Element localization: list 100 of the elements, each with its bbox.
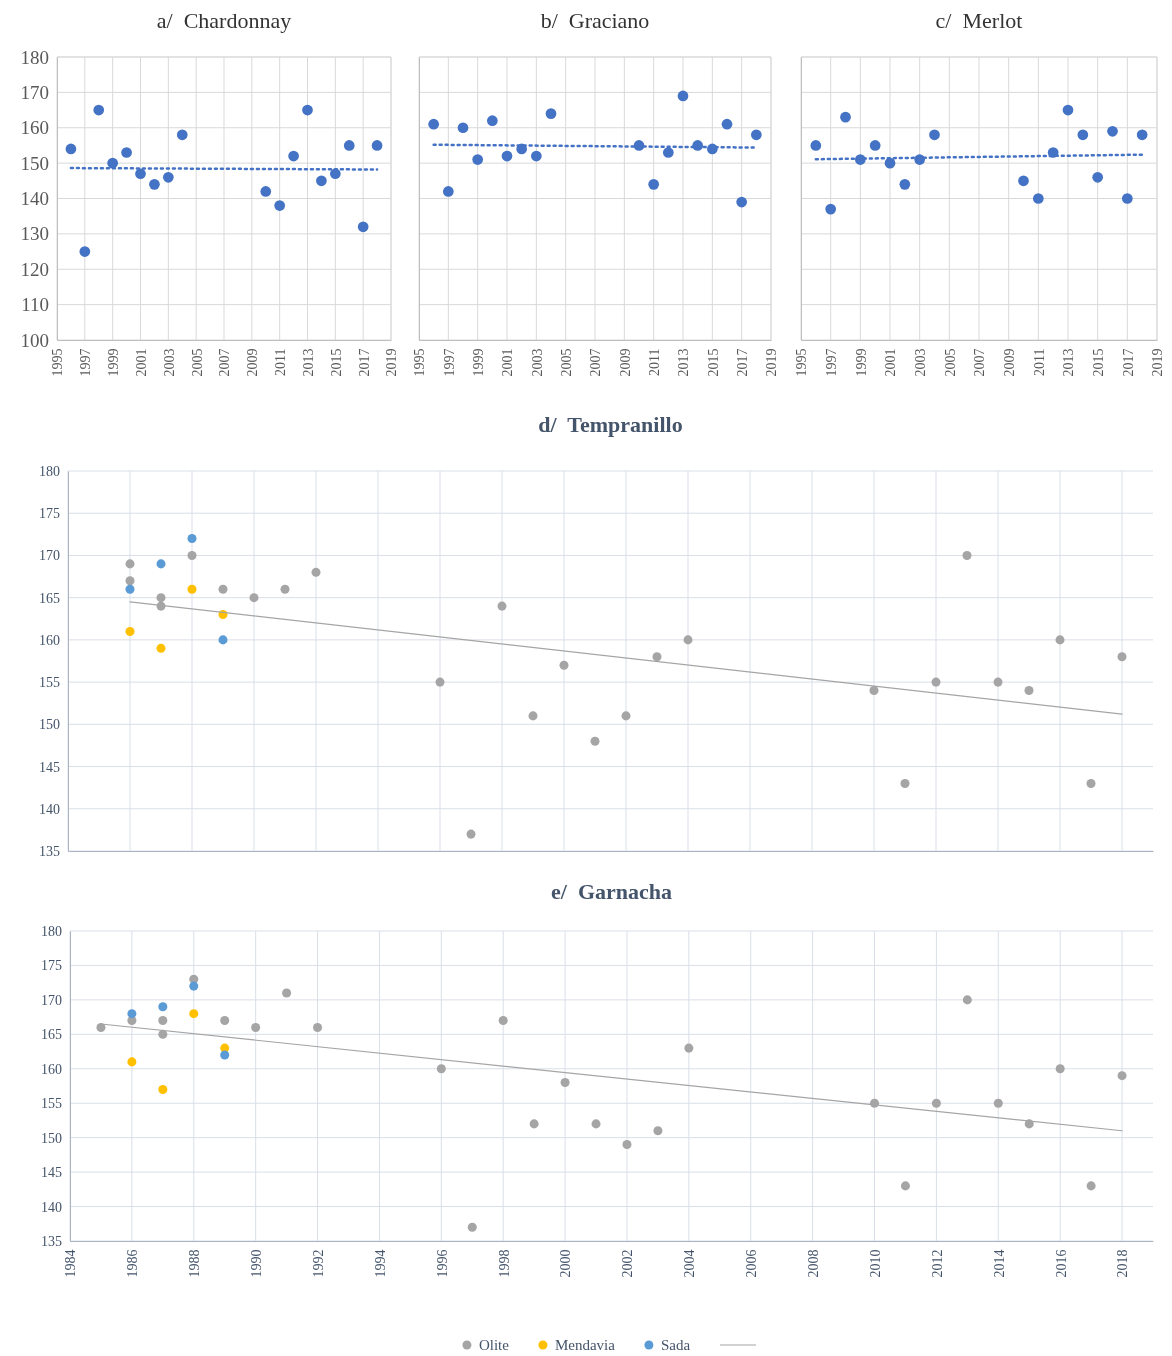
point bbox=[93, 104, 105, 116]
point bbox=[530, 150, 542, 162]
point bbox=[125, 626, 135, 636]
point bbox=[497, 601, 507, 611]
chart-title: e/ Garnacha bbox=[551, 879, 672, 904]
x-tick-label: 2007 bbox=[972, 348, 988, 377]
point bbox=[529, 1119, 539, 1129]
point bbox=[121, 147, 132, 158]
point bbox=[472, 154, 484, 165]
x-tick-label: 1988 bbox=[187, 1249, 203, 1278]
point bbox=[622, 1140, 632, 1150]
point bbox=[721, 118, 733, 130]
point bbox=[498, 1016, 508, 1026]
point bbox=[435, 677, 445, 687]
point bbox=[931, 677, 941, 687]
point bbox=[662, 147, 674, 158]
y-tick-label: 160 bbox=[41, 1061, 62, 1077]
y-tick-label: 150 bbox=[39, 717, 60, 733]
y-tick-label: 175 bbox=[39, 506, 60, 522]
point bbox=[436, 1064, 446, 1074]
point bbox=[677, 90, 689, 102]
point bbox=[1107, 125, 1118, 137]
point bbox=[260, 186, 272, 197]
x-tick-label: 2018 bbox=[1115, 1249, 1131, 1278]
y-tick-label: 180 bbox=[39, 463, 60, 479]
point bbox=[125, 584, 135, 594]
x-tick-label: 2013 bbox=[1061, 348, 1077, 377]
x-tick-label: 2005 bbox=[559, 348, 575, 377]
x-tick-label: 2011 bbox=[273, 348, 289, 376]
x-tick-label: 2013 bbox=[300, 348, 316, 377]
point bbox=[79, 246, 91, 257]
x-tick-label: 1990 bbox=[249, 1249, 265, 1278]
point bbox=[962, 550, 972, 560]
x-tick-label: 2019 bbox=[764, 348, 780, 377]
point bbox=[869, 140, 881, 151]
point bbox=[187, 584, 197, 594]
point bbox=[683, 635, 693, 645]
point bbox=[329, 168, 341, 180]
point bbox=[899, 179, 911, 190]
point bbox=[962, 995, 972, 1005]
point bbox=[931, 1098, 941, 1108]
point bbox=[900, 1181, 910, 1191]
y-tick-label: 170 bbox=[41, 992, 62, 1008]
point bbox=[371, 140, 383, 151]
point bbox=[466, 829, 476, 839]
x-tick-label: 2011 bbox=[647, 348, 663, 376]
y-tick-label: 120 bbox=[20, 258, 49, 280]
point bbox=[156, 643, 166, 653]
x-tick-label: 2012 bbox=[929, 1249, 945, 1278]
y-tick-label: 145 bbox=[41, 1165, 62, 1181]
point bbox=[884, 157, 896, 169]
x-tick-label: 2017 bbox=[1120, 348, 1136, 377]
point bbox=[357, 221, 369, 233]
x-tick-label: 1997 bbox=[824, 348, 840, 377]
point bbox=[158, 1002, 168, 1012]
point bbox=[428, 118, 440, 130]
x-tick-label: 1999 bbox=[853, 348, 869, 377]
legend-label: Olite bbox=[478, 1337, 510, 1353]
x-tick-label: 2007 bbox=[588, 348, 604, 377]
point bbox=[1117, 1071, 1127, 1081]
y-tick-label: 100 bbox=[20, 329, 49, 351]
x-tick-label: 2014 bbox=[991, 1249, 1007, 1278]
point bbox=[311, 567, 321, 577]
x-tick-label: 2008 bbox=[806, 1249, 822, 1278]
y-tick-label: 155 bbox=[41, 1096, 62, 1112]
point bbox=[1055, 1064, 1065, 1074]
x-tick-label: 2017 bbox=[735, 348, 751, 377]
point bbox=[1086, 1181, 1096, 1191]
y-tick-label: 135 bbox=[41, 1233, 62, 1249]
x-tick-label: 1995 bbox=[794, 348, 810, 377]
y-tick-label: 165 bbox=[41, 1027, 62, 1043]
x-tick-label: 2011 bbox=[1031, 348, 1047, 376]
x-tick-label: 1994 bbox=[372, 1249, 388, 1278]
x-tick-label: 2003 bbox=[161, 348, 177, 377]
point bbox=[158, 1029, 168, 1039]
point bbox=[280, 584, 290, 594]
point bbox=[560, 1078, 570, 1088]
x-tick-label: 2019 bbox=[384, 348, 400, 377]
y-tick-label: 160 bbox=[20, 117, 49, 139]
point bbox=[220, 1016, 230, 1026]
point bbox=[282, 988, 292, 998]
point bbox=[1032, 193, 1044, 204]
x-tick-label: 2009 bbox=[617, 348, 633, 377]
x-tick-label: 1999 bbox=[106, 348, 122, 377]
y-tick-label: 170 bbox=[20, 81, 49, 103]
chart-title: d/ Tempranillo bbox=[538, 412, 683, 437]
legend-label: Mendavia bbox=[554, 1337, 616, 1353]
x-tick-label: 2005 bbox=[942, 348, 958, 377]
point bbox=[107, 157, 119, 169]
point bbox=[125, 576, 135, 586]
chart-title: a/ Chardonnay bbox=[156, 8, 292, 33]
x-tick-label: 2009 bbox=[1002, 348, 1018, 377]
point bbox=[176, 129, 188, 141]
y-tick-label: 135 bbox=[39, 843, 60, 859]
point bbox=[1077, 129, 1089, 141]
point bbox=[1092, 171, 1104, 183]
x-tick-label: 1984 bbox=[63, 1249, 79, 1278]
point bbox=[274, 200, 286, 211]
y-tick-label: 140 bbox=[39, 801, 60, 817]
point bbox=[559, 660, 569, 670]
